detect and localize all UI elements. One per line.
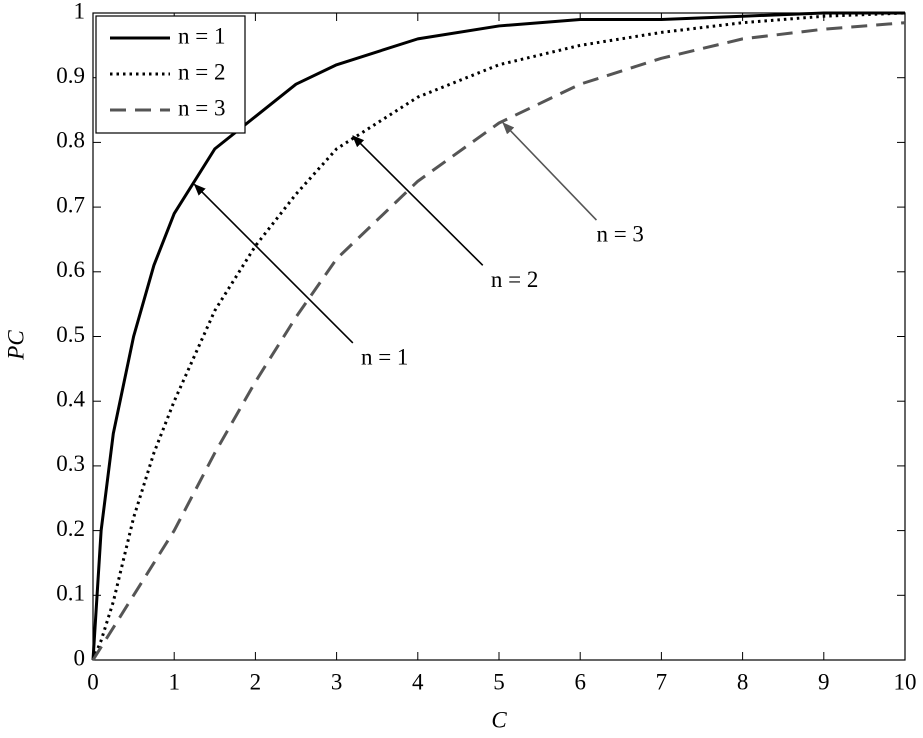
annotation-arrow <box>193 183 354 344</box>
y-tick-label: 0.3 <box>56 451 85 476</box>
annotation-label: n = 2 <box>491 267 538 292</box>
legend-label: n = 3 <box>178 95 225 120</box>
series-line <box>91 11 906 661</box>
x-tick-label: 0 <box>87 669 99 694</box>
x-tick-label: 4 <box>412 669 424 694</box>
legend-box <box>95 15 246 134</box>
x-axis-label: C <box>491 707 507 732</box>
y-tick-label: 0.2 <box>56 516 85 541</box>
annotation-label: n = 3 <box>596 221 643 246</box>
x-tick-label: 9 <box>818 669 830 694</box>
x-tick-label: 3 <box>331 669 343 694</box>
legend-label: n = 2 <box>178 59 225 84</box>
y-tick-label: 0.5 <box>56 322 85 347</box>
x-tick-label: 5 <box>493 669 505 694</box>
annotation-label: n = 1 <box>361 344 408 369</box>
annotation-arrow <box>502 122 598 221</box>
series-line <box>91 21 906 661</box>
y-tick-label: 0.4 <box>56 386 85 411</box>
x-tick-label: 1 <box>168 669 180 694</box>
series-line <box>91 11 905 661</box>
y-tick-label: 0.7 <box>56 192 85 217</box>
y-tick-label: 0.1 <box>56 581 85 606</box>
y-tick-label: 1 <box>74 0 86 23</box>
x-tick-label: 6 <box>574 669 586 694</box>
plot-frame <box>92 12 906 661</box>
y-tick-label: 0.8 <box>56 128 85 153</box>
y-tick-label: 0.6 <box>56 257 85 282</box>
y-tick-label: 0 <box>74 645 86 670</box>
annotation-arrow <box>352 135 484 266</box>
legend-label: n = 1 <box>178 23 225 48</box>
x-tick-label: 2 <box>250 669 262 694</box>
x-tick-label: 7 <box>656 669 668 694</box>
x-tick-label: 10 <box>894 669 917 694</box>
y-tick-label: 0.9 <box>56 63 85 88</box>
x-tick-label: 8 <box>737 669 749 694</box>
y-axis-label: PC <box>3 330 28 361</box>
